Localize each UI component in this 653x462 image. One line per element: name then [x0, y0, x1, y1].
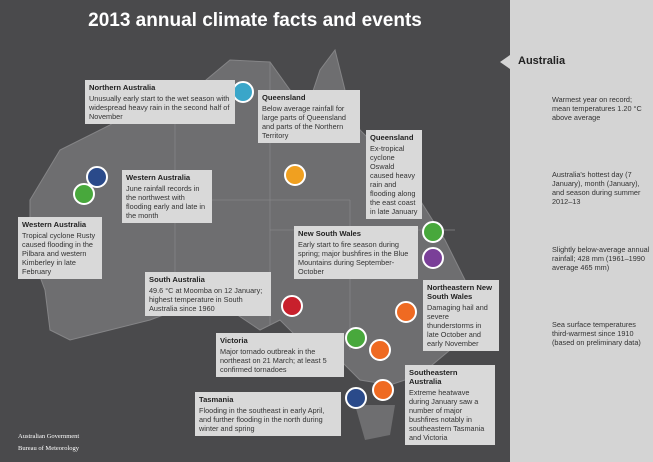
logo-text: Bureau of Meteorology [18, 445, 80, 452]
callout-text: Early start to fire season during spring… [298, 240, 409, 276]
fire-icon [369, 339, 391, 361]
callout-title: Western Australia [22, 220, 87, 229]
callout: Southeastern Australia Extreme heatwave d… [405, 365, 495, 445]
callout: Victoria Major tornado outbreak in the no… [216, 333, 344, 377]
panel-item: Australia's hottest day (7 January), mon… [552, 170, 641, 206]
tornado-icon [345, 327, 367, 349]
dry-icon [284, 164, 306, 186]
callout: Western Australia June rainfall records i… [122, 170, 212, 223]
callout-title: Southeastern Australia [409, 368, 458, 386]
callout-text: Unusually early start to the wet season … [89, 94, 230, 121]
panel-title: Australia [518, 55, 566, 67]
callout-title: Victoria [220, 336, 248, 345]
panel-item: Sea surface temperatures third-warmest s… [552, 320, 641, 347]
callout-title: Northern Australia [89, 83, 156, 92]
tasmania-map [355, 405, 395, 440]
callout-text: Tropical cyclone Rusty caused flooding i… [22, 231, 96, 276]
callout-title: Tasmania [199, 395, 234, 404]
panel-pointer [500, 55, 510, 69]
rain-icon [232, 81, 254, 103]
side-panel: Australia Warmest year on record; mean t… [510, 0, 653, 462]
callout-title: South Australia [149, 275, 205, 284]
panel-item: Slightly below-average annual rainfall; … [552, 245, 650, 272]
callout-text: June rainfall records in the northwest w… [126, 184, 206, 220]
cyclone-icon [422, 221, 444, 243]
callout-text: 49.6 °C at Moomba on 12 January; highest… [149, 286, 263, 313]
panel-item: Warmest year on record; mean temperature… [552, 95, 642, 122]
callout: Northeastern New South Wales Damaging hai… [423, 280, 499, 351]
callout: Queensland Ex-tropical cyclone Oswald cau… [366, 130, 422, 219]
callout-title: Northeastern New South Wales [427, 283, 492, 301]
flood-icon [86, 166, 108, 188]
title: 2013 annual climate facts and events [88, 10, 422, 31]
callout-text: Extreme heatwave during January saw a nu… [409, 388, 485, 442]
callout-title: New South Wales [298, 229, 362, 238]
cyclone-icon [73, 183, 95, 205]
callout-title: Queensland [370, 133, 414, 142]
callout-title: Queensland [262, 93, 306, 102]
storm-icon [422, 247, 444, 269]
callout-title: Western Australia [126, 173, 191, 182]
callout-text: Ex-tropical cyclone Oswald caused heavy … [370, 144, 418, 216]
fire-icon [395, 301, 417, 323]
callout: South Australia 49.6 °C at Moomba on 12 J… [145, 272, 271, 316]
callout: New South Wales Early start to fire seaso… [294, 226, 418, 279]
logo-text: Australian Government [18, 433, 80, 440]
callout: Tasmania Flooding in the southeast in ear… [195, 392, 341, 436]
callout-text: Damaging hail and severe thunderstorms i… [427, 303, 488, 348]
callout: Queensland Below average rainfall for lar… [258, 90, 360, 143]
callout-text: Below average rainfall for large parts o… [262, 104, 346, 140]
callout: Western Australia Tropical cyclone Rusty … [18, 217, 102, 279]
callout-text: Major tornado outbreak in the northeast … [220, 347, 327, 374]
fire-icon [372, 379, 394, 401]
callout: Northern Australia Unusually early start … [85, 80, 235, 124]
flood-icon [345, 387, 367, 409]
heat-icon [281, 295, 303, 317]
callout-text: Flooding in the southeast in early April… [199, 406, 325, 433]
